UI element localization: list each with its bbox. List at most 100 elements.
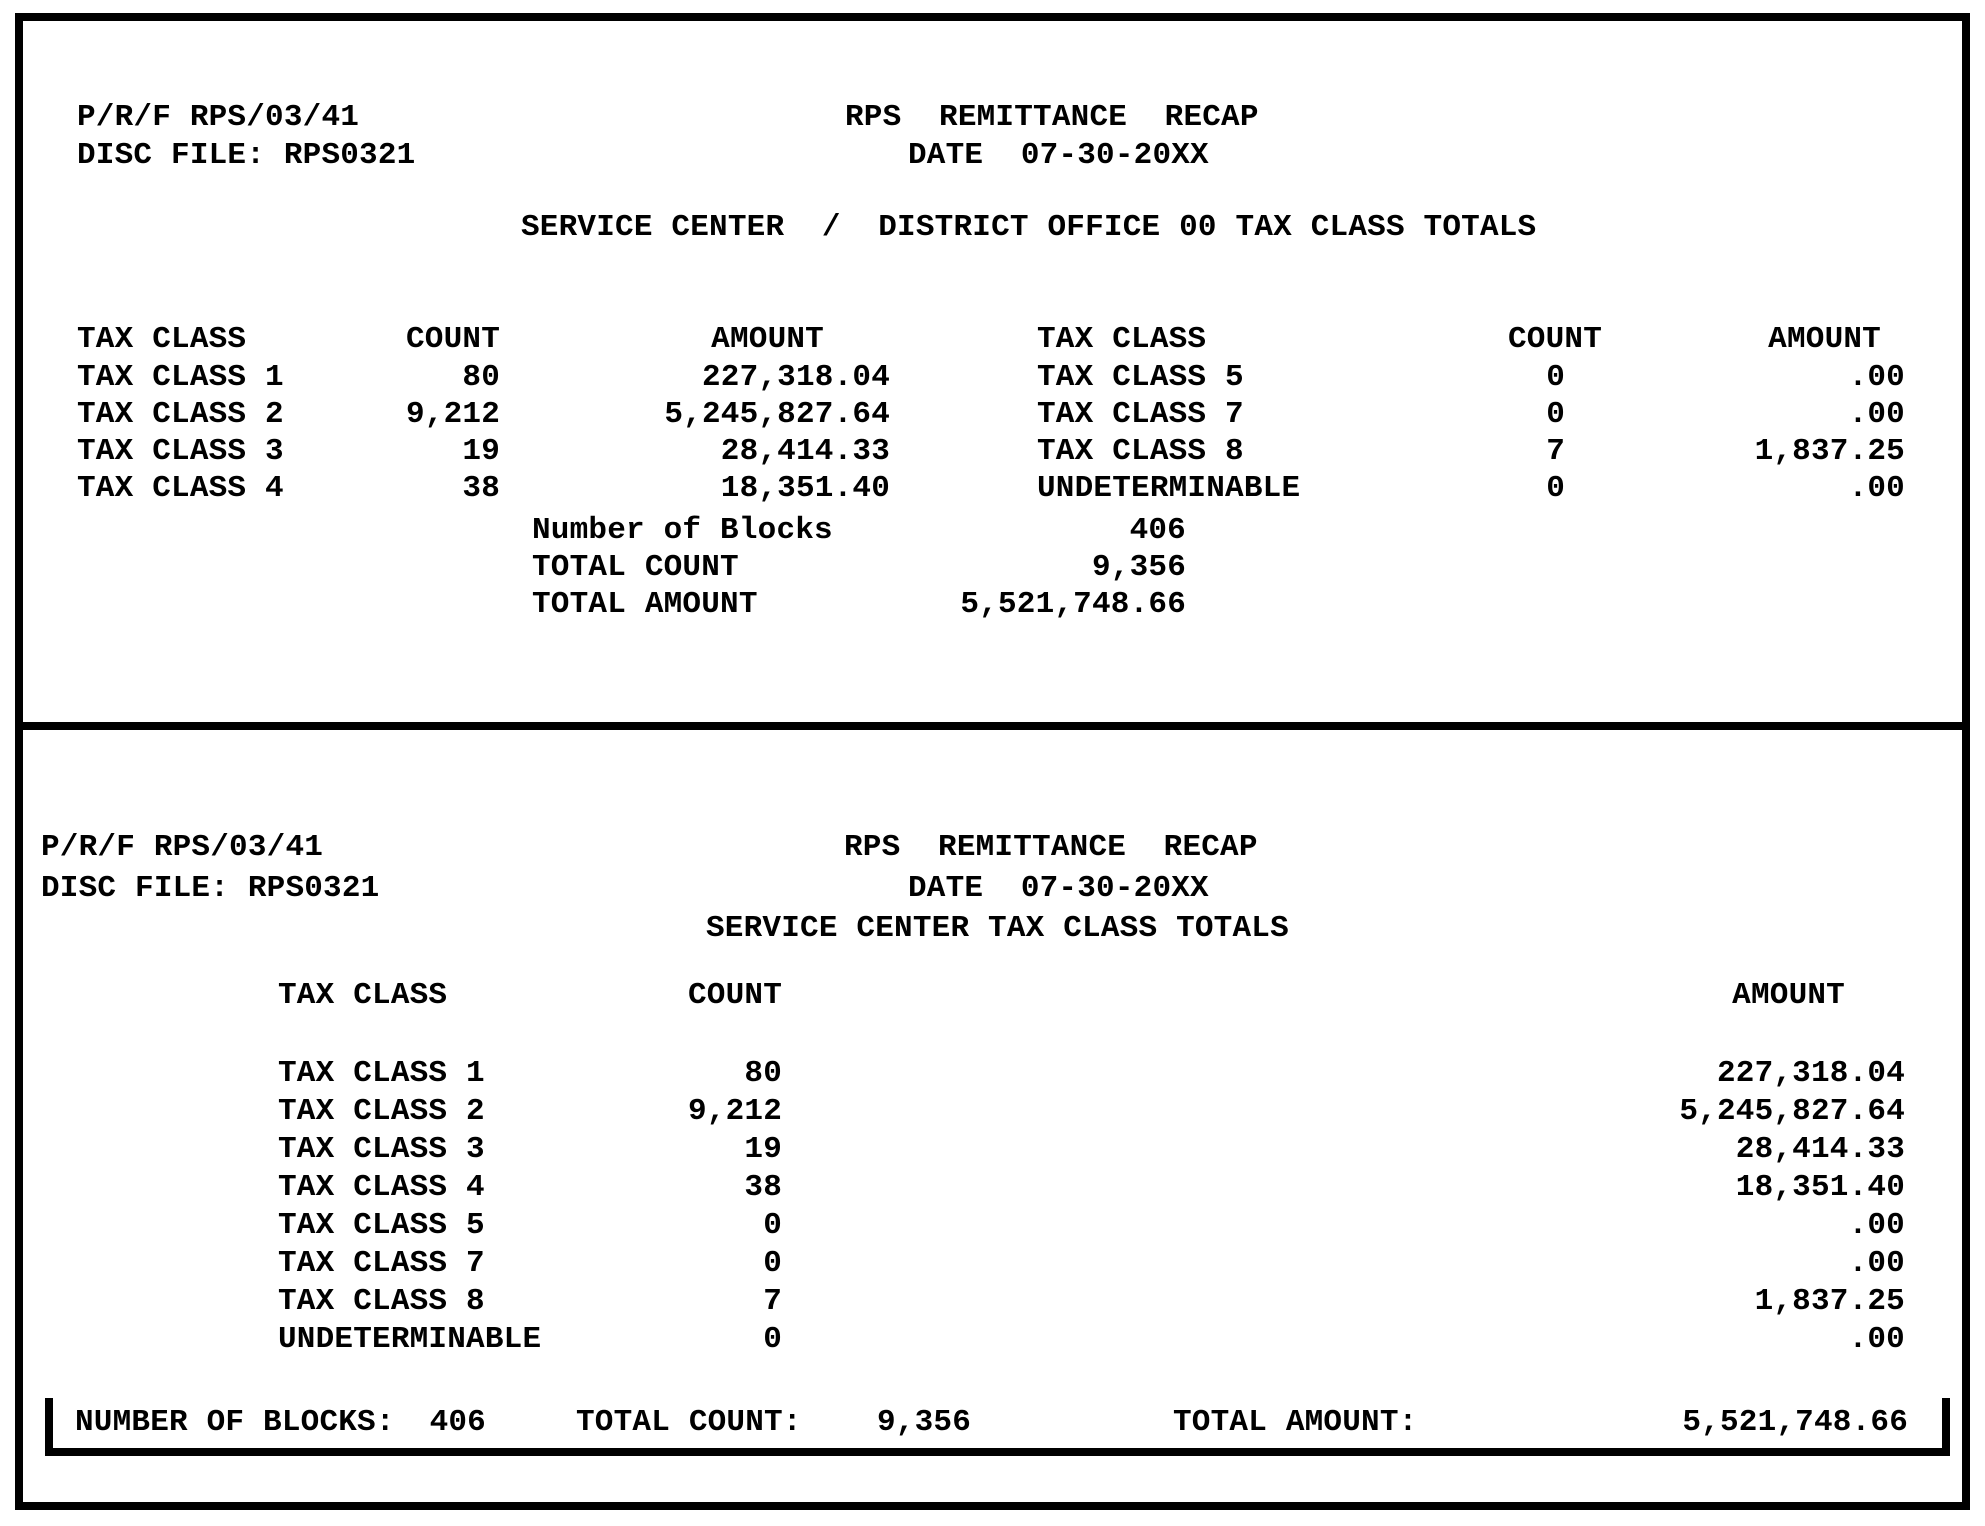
report-title: RPS REMITTANCE RECAP xyxy=(844,830,1258,865)
amount-value: .00 xyxy=(1848,397,1905,432)
column-gap xyxy=(890,360,1037,396)
totals-bracket: NUMBER OF BLOCKS: 406 TOTAL COUNT: 9,356… xyxy=(45,1398,1950,1456)
count-value: 19 xyxy=(462,434,500,469)
table-row: TAX CLASS 3 19 28,414.33 TAX CLASS 8 7 1… xyxy=(77,434,1905,470)
amount-value: .00 xyxy=(1848,471,1905,506)
tax-class-label: TAX CLASS 1 xyxy=(77,360,284,395)
total-count-label: TOTAL COUNT: xyxy=(576,1405,802,1440)
tax-class-label: TAX CLASS 3 xyxy=(77,434,284,469)
count-header: COUNT xyxy=(687,978,782,1013)
count-value: 80 xyxy=(744,1056,782,1091)
table-row: TAX CLASS 8 7 1,837.25 xyxy=(278,1284,1905,1320)
total-amount-label: TOTAL AMOUNT: xyxy=(1173,1405,1418,1440)
table-header-row: TAX CLASS COUNT AMOUNT TAX CLASS COUNT A… xyxy=(77,322,1905,358)
table-row: TAX CLASS 5 0 .00 xyxy=(278,1208,1905,1244)
table-row: TAX CLASS 2 9,212 5,245,827.64 TAX CLASS… xyxy=(77,397,1905,433)
count-value: 38 xyxy=(462,471,500,506)
column-gap xyxy=(890,322,1037,358)
count-value: 19 xyxy=(744,1132,782,1167)
amount-header: AMOUNT xyxy=(711,322,824,357)
table-row: TAX CLASS 4 38 18,351.40 xyxy=(278,1170,1905,1206)
count-value: 0 xyxy=(763,1322,782,1357)
count-header: COUNT xyxy=(405,322,500,357)
table-row: TAX CLASS 4 38 18,351.40 UNDETERMINABLE … xyxy=(77,471,1905,507)
table-row: TAX CLASS 1 80 227,318.04 TAX CLASS 5 0 … xyxy=(77,360,1905,396)
number-of-blocks-label: NUMBER OF BLOCKS: xyxy=(75,1405,395,1440)
table-header-row: TAX CLASS COUNT AMOUNT xyxy=(278,978,1905,1014)
amount-value: 18,351.40 xyxy=(1735,1170,1905,1205)
count-value: 9,212 xyxy=(405,397,500,432)
table-row: TAX CLASS 1 80 227,318.04 xyxy=(278,1056,1905,1092)
column-gap xyxy=(890,471,1037,507)
total-count-value: 9,356 xyxy=(876,1405,971,1440)
count-value: 0 xyxy=(1546,471,1565,506)
count-value: 0 xyxy=(763,1208,782,1243)
amount-value: 28,414.33 xyxy=(720,434,890,469)
summary-row: TOTAL AMOUNT 5,521,748.66 xyxy=(532,587,1186,623)
total-amount-value: 5,521,748.66 xyxy=(1682,1405,1908,1440)
column-gap xyxy=(890,397,1037,433)
outer-border xyxy=(15,13,1970,1510)
tax-class-label: TAX CLASS 8 xyxy=(1037,434,1244,469)
tax-class-header: TAX CLASS xyxy=(278,978,448,1013)
count-value: 80 xyxy=(462,360,500,395)
amount-value: 5,245,827.64 xyxy=(664,397,890,432)
table-row: TAX CLASS 7 0 .00 xyxy=(278,1246,1905,1282)
tax-class-label: TAX CLASS 2 xyxy=(278,1094,485,1129)
count-value: 0 xyxy=(1546,397,1565,432)
count-value: 0 xyxy=(763,1246,782,1281)
amount-value: 28,414.33 xyxy=(1735,1132,1905,1167)
tax-class-label: UNDETERMINABLE xyxy=(1037,471,1301,506)
count-value: 7 xyxy=(1546,434,1565,469)
amount-value: 227,318.04 xyxy=(701,360,890,395)
tax-class-label: TAX CLASS 4 xyxy=(278,1170,485,1205)
total-amount-value: 5,521,748.66 xyxy=(960,587,1186,622)
column-gap xyxy=(890,434,1037,470)
amount-value: 18,351.40 xyxy=(720,471,890,506)
tax-class-label: TAX CLASS 7 xyxy=(278,1246,485,1281)
tax-class-label: TAX CLASS 7 xyxy=(1037,397,1244,432)
report-date: DATE 07-30-20XX xyxy=(908,871,1209,906)
tax-class-label: TAX CLASS 8 xyxy=(278,1284,485,1319)
summary-row: TOTAL COUNT 9,356 xyxy=(532,550,1186,586)
count-value: 7 xyxy=(763,1284,782,1319)
tax-class-label: TAX CLASS 5 xyxy=(1037,360,1244,395)
count-value: 38 xyxy=(744,1170,782,1205)
total-amount-label: TOTAL AMOUNT xyxy=(532,587,758,622)
number-of-blocks-label: Number of Blocks xyxy=(532,513,833,548)
tax-class-header: TAX CLASS xyxy=(1037,322,1207,357)
number-of-blocks-value: 406 xyxy=(429,1405,486,1440)
tax-class-label: TAX CLASS 2 xyxy=(77,397,284,432)
amount-value: 227,318.04 xyxy=(1716,1056,1905,1091)
amount-value: .00 xyxy=(1848,1208,1905,1243)
total-count-label: TOTAL COUNT xyxy=(532,550,739,585)
section-title: SERVICE CENTER / DISTRICT OFFICE 00 TAX … xyxy=(521,210,1537,245)
section-divider xyxy=(15,722,1970,730)
amount-value: .00 xyxy=(1848,1322,1905,1357)
section-title: SERVICE CENTER TAX CLASS TOTALS xyxy=(706,911,1289,946)
amount-header: AMOUNT xyxy=(1768,322,1881,357)
program-id: P/R/F RPS/03/41 xyxy=(41,830,324,865)
summary-row: Number of Blocks 406 xyxy=(532,513,1186,549)
count-value: 0 xyxy=(1546,360,1565,395)
tax-class-label: TAX CLASS 3 xyxy=(278,1132,485,1167)
amount-value: 5,245,827.64 xyxy=(1679,1094,1905,1129)
amount-value: .00 xyxy=(1848,360,1905,395)
report-title: RPS REMITTANCE RECAP xyxy=(845,100,1259,135)
table-row: TAX CLASS 2 9,212 5,245,827.64 xyxy=(278,1094,1905,1130)
table-row: TAX CLASS 3 19 28,414.33 xyxy=(278,1132,1905,1168)
tax-class-label: TAX CLASS 4 xyxy=(77,471,284,506)
disc-file: DISC FILE: RPS0321 xyxy=(77,138,416,173)
count-header: COUNT xyxy=(1507,322,1602,357)
disc-file: DISC FILE: RPS0321 xyxy=(41,871,380,906)
amount-value: 1,837.25 xyxy=(1754,1284,1905,1319)
amount-value: .00 xyxy=(1848,1246,1905,1281)
tax-class-label: UNDETERMINABLE xyxy=(278,1322,542,1357)
tax-class-label: TAX CLASS 5 xyxy=(278,1208,485,1243)
total-count-value: 9,356 xyxy=(1091,550,1186,585)
tax-class-header: TAX CLASS xyxy=(77,322,247,357)
report-date: DATE 07-30-20XX xyxy=(908,138,1209,173)
tax-class-label: TAX CLASS 1 xyxy=(278,1056,485,1091)
number-of-blocks-value: 406 xyxy=(1129,513,1186,548)
